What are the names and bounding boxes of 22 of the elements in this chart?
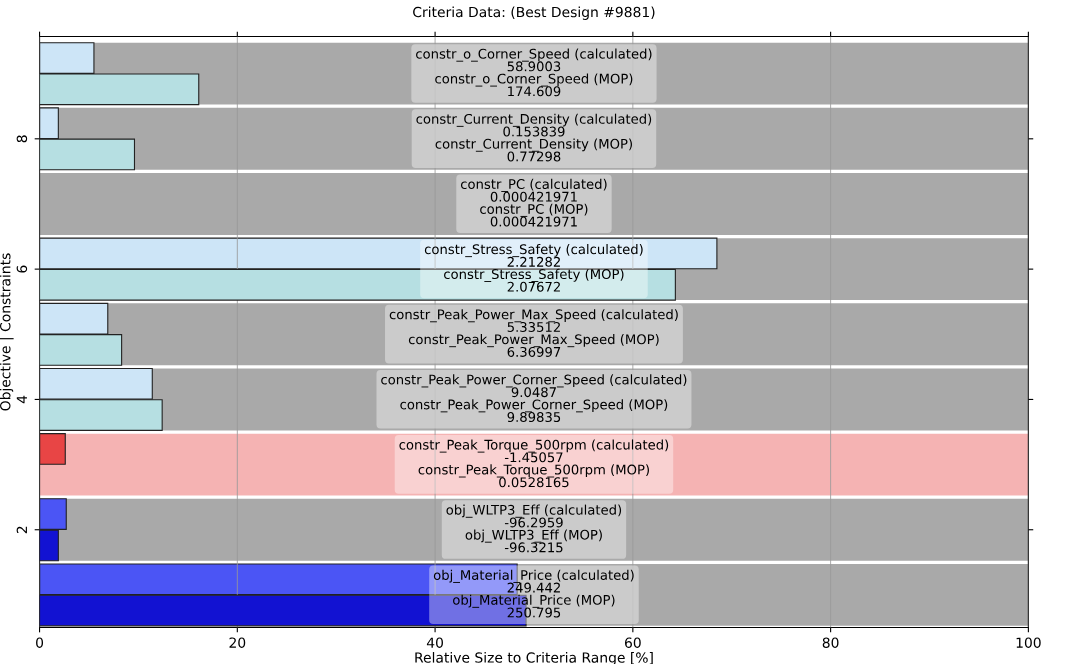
y-tick-label: 2: [16, 526, 27, 534]
annotation: constr_o_Corner_Speed (calculated) 58.9003 constr_o_Corner_Speed (MOP) 174.609: [416, 48, 652, 97]
y-tick-label: 6: [16, 265, 28, 273]
annotation: constr_Stress_Safety (calculated) 2.21282 constr_Stress_Safety (MOP) 2.07672: [424, 243, 643, 292]
annotation: constr_PC (calculated) 0.000421971 constr_PC (MOP) 0.000421971: [460, 178, 607, 227]
bar: [39, 433, 66, 465]
x-tick-label: 60: [624, 637, 641, 648]
annotation: obj_Material_Price (calculated) 249.442 obj_Material_Price (MOP) 250.795: [433, 569, 634, 618]
annotation: constr_Peak_Torque_500rpm (calculated) -1.45057 constr_Peak_Torque_500rpm (MOP) 0.0528165: [399, 439, 669, 488]
annotation: obj_WLTP3_Eff (calculated) -96.2959 obj_WLTP3_Eff (MOP) -96.3215: [446, 504, 622, 553]
x-tick-label: 100: [1016, 637, 1041, 648]
annotation: constr_Peak_Power_Corner_Speed (calculated) 9.0487 constr_Peak_Power_Corner_Speed (MOP) 9.89835: [381, 374, 687, 423]
annotation: constr_Peak_Power_Max_Speed (calculated) 5.33512 constr_Peak_Power_Max_Speed (MOP) 6.36997: [389, 309, 678, 357]
x-tick-label: 0: [36, 637, 44, 648]
chart-title: Criteria Data: (Best Design #9881): [413, 6, 655, 20]
x-tick-label: 80: [822, 637, 839, 648]
y-tick-label: 4: [16, 395, 27, 404]
x-tick-label: 20: [229, 637, 246, 648]
y-axis-title: Objective | Constraints: [0, 253, 14, 411]
y-tick-label: 8: [16, 135, 28, 143]
x-tick-label: 40: [426, 637, 443, 648]
annotation: constr_Current_Density (calculated) 0.153839 constr_Current_Density (MOP) 0.77298: [416, 113, 652, 162]
